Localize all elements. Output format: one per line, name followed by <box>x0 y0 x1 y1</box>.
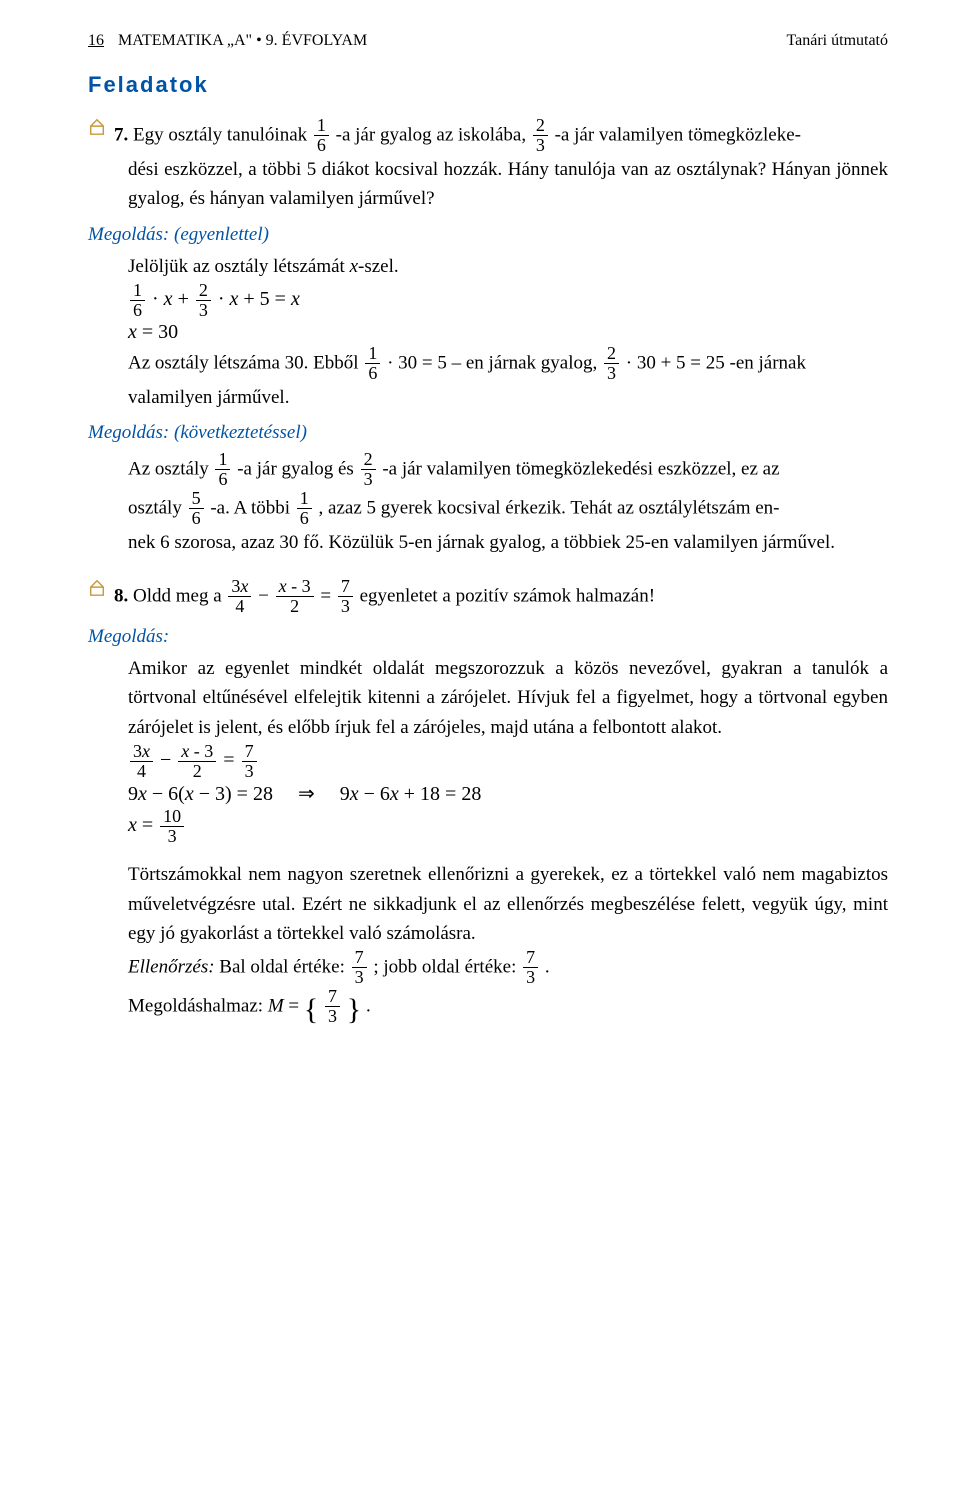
fraction: 7 3 <box>523 948 538 987</box>
task-8-body: 8. Oldd meg a 3x 4 − x - 3 2 = 7 3 egyen… <box>114 577 655 616</box>
text: Az osztály <box>128 459 213 480</box>
sol2-line2: osztály 5 6 -a. A többi 1 6 , azaz 5 gye… <box>128 489 888 528</box>
task-8-number: 8. <box>114 586 128 607</box>
task8-eq3: x = 10 3 <box>128 807 888 846</box>
text: -a jár gyalog és <box>237 459 358 480</box>
task8-eq2: 9x − 6(x − 3) = 28 ⇒ 9x − 6x + 18 = 28 <box>128 781 888 807</box>
fraction: 7 3 <box>338 577 353 616</box>
solution-label-3: Megoldás: <box>88 626 888 648</box>
result-1b: valamilyen járművel. <box>128 383 888 412</box>
text: . <box>545 957 550 978</box>
fraction: 2 3 <box>361 450 376 489</box>
text: Megoldáshalmaz: <box>128 996 268 1017</box>
header-left: 16 MATEMATIKA „A" • 9. ÉVFOLYAM <box>88 32 367 50</box>
brace-close-icon: } <box>347 993 361 1026</box>
task8-eq1: 3x 4 − x - 3 2 = 7 3 <box>128 742 888 781</box>
text: · 30 + 5 = 25 -en járnak <box>626 352 806 373</box>
text: osztály <box>128 497 187 518</box>
text: Jelöljük az osztály létszámát x-szel. <box>128 256 399 277</box>
fraction: 7 3 <box>325 987 340 1026</box>
sol1-intro: Jelöljük az osztály létszámát x-szel. <box>128 252 888 281</box>
page-header: 16 MATEMATIKA „A" • 9. ÉVFOLYAM Tanári ú… <box>88 32 888 50</box>
header-title: MATEMATIKA „A" • 9. ÉVFOLYAM <box>118 32 367 49</box>
fraction: 2 3 <box>604 344 619 383</box>
text: egyenletet a pozitív számok halmazán! <box>360 586 655 607</box>
fraction: 10 3 <box>160 807 184 846</box>
fraction: x - 3 2 <box>276 577 314 616</box>
text: · x + 5 = x <box>218 288 300 310</box>
fraction: 1 6 <box>215 450 230 489</box>
sol2-line3: nek 6 szorosa, azaz 30 fő. Közülük 5-en … <box>128 528 888 557</box>
fraction: 2 3 <box>196 281 211 320</box>
text: Bal oldal értéke: <box>219 957 349 978</box>
task8-para2: Törtszámokkal nem nagyon szeretnek ellen… <box>128 860 888 948</box>
task-7-number: 7. <box>114 124 128 145</box>
text: . <box>366 996 371 1017</box>
text: Egy osztály tanulóinak <box>133 124 312 145</box>
text: − <box>258 586 273 607</box>
task-7-body: 7. Egy osztály tanulóinak 1 6 -a jár gya… <box>114 116 801 155</box>
task8-solset: Megoldáshalmaz: M = { 7 3 } . <box>128 987 888 1034</box>
brace-open-icon: { <box>304 993 318 1026</box>
equation-1: 1 6 · x + 2 3 · x + 5 = x <box>128 281 888 320</box>
text: Az osztály létszáma 30. Ebből <box>128 352 363 373</box>
house-icon <box>88 579 106 597</box>
fraction: 1 6 <box>365 344 380 383</box>
task-8: 8. Oldd meg a 3x 4 − x - 3 2 = 7 3 egyen… <box>88 577 888 616</box>
text: M <box>268 996 284 1017</box>
text: -a. A többi <box>210 497 294 518</box>
fraction: 2 3 <box>533 116 548 155</box>
fraction: 3x 4 <box>130 742 153 781</box>
text: -a jár valamilyen tömegközleke- <box>555 124 801 145</box>
house-icon <box>88 118 106 136</box>
task8-check: Ellenőrzés: Bal oldal értéke: 7 3 ; jobb… <box>128 948 888 987</box>
header-right: Tanári útmutató <box>786 32 888 50</box>
task8-para1: Amikor az egyenlet mindkét oldalát megsz… <box>128 654 888 742</box>
fraction: 5 6 <box>189 489 204 528</box>
sol2-line1: Az osztály 1 6 -a jár gyalog és 2 3 -a j… <box>128 450 888 489</box>
equation-2: x = 30 <box>128 320 888 344</box>
task-7-cont: dési eszközzel, a többi 5 diákot kocsiva… <box>128 155 888 214</box>
text: -a jár valamilyen tömegközlekedési eszkö… <box>382 459 779 480</box>
check-label: Ellenőrzés: <box>128 957 215 978</box>
fraction: 3x 4 <box>228 577 251 616</box>
result-1: Az osztály létszáma 30. Ebből 1 6 · 30 =… <box>128 344 888 383</box>
text: ; jobb oldal értéke: <box>373 957 521 978</box>
solution-label-1: Megoldás: (egyenlettel) <box>88 224 888 246</box>
solution-label-2: Megoldás: (következtetéssel) <box>88 422 888 444</box>
section-title: Feladatok <box>88 72 888 98</box>
fraction: 7 3 <box>352 948 367 987</box>
page: 16 MATEMATIKA „A" • 9. ÉVFOLYAM Tanári ú… <box>0 0 960 1497</box>
page-number: 16 <box>88 32 104 49</box>
text: = <box>320 586 335 607</box>
fraction: 7 3 <box>242 742 257 781</box>
text: · 30 = 5 – en járnak gyalog, <box>387 352 602 373</box>
text: = <box>288 996 303 1017</box>
text: = <box>223 749 239 771</box>
text: , azaz 5 gyerek kocsival érkezik. Tehát … <box>319 497 780 518</box>
fraction: 1 6 <box>130 281 145 320</box>
fraction: 1 6 <box>314 116 329 155</box>
text: Oldd meg a <box>133 586 226 607</box>
task-7: 7. Egy osztály tanulóinak 1 6 -a jár gya… <box>88 116 888 155</box>
fraction: 1 6 <box>297 489 312 528</box>
text: − <box>160 749 176 771</box>
text: -a jár gyalog az iskolába, <box>336 124 531 145</box>
text: · x + <box>152 288 194 310</box>
fraction: x - 3 2 <box>178 742 216 781</box>
